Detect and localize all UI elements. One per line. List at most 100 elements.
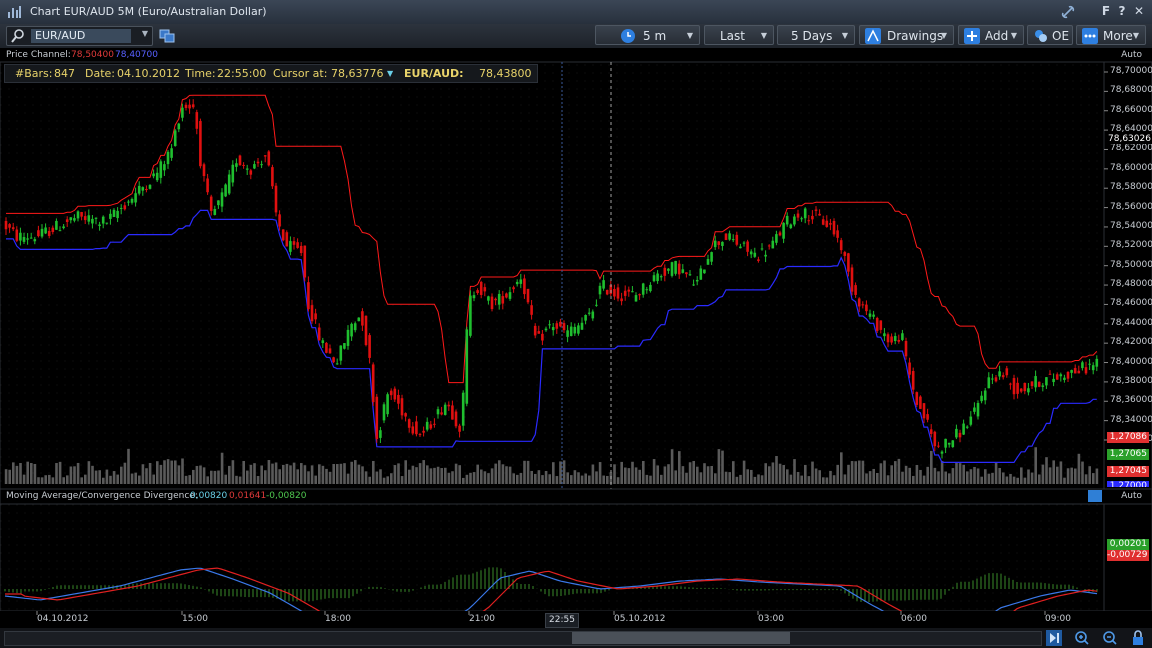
volume-bar [1056, 466, 1059, 484]
candle-body [577, 325, 580, 334]
float-button[interactable]: F [1101, 4, 1111, 18]
drawings-button[interactable]: Drawings ▼ [859, 25, 954, 45]
volume-bar [530, 470, 533, 484]
lock-icon[interactable] [1130, 630, 1146, 646]
candle-body [969, 416, 973, 425]
price-chart[interactable]: 04.10.2012 15:00 18:00 21:00 05.10.2012 03:00… [0, 48, 1152, 628]
time-tick-label: 15:00 [182, 614, 208, 624]
price-auto-scale-button[interactable]: Auto [1121, 50, 1142, 60]
time-value: 22:55:00 [217, 67, 267, 80]
volume-bar [789, 474, 793, 484]
candle-body [69, 217, 73, 221]
volume-bar [969, 469, 973, 484]
macd-auto-scale-button[interactable]: Auto [1121, 491, 1142, 501]
candle-body [278, 214, 281, 227]
candle-body [191, 104, 195, 108]
help-button[interactable]: ? [1118, 4, 1126, 18]
horizontal-scrollbar[interactable] [0, 628, 1152, 648]
candle-body [364, 315, 368, 346]
candle-body [1009, 383, 1012, 385]
candle-body [350, 323, 353, 337]
candle-body [760, 248, 764, 250]
scrollbar-track[interactable] [4, 631, 1042, 646]
volume-bar [1048, 467, 1052, 484]
candle-body [598, 285, 602, 295]
add-button[interactable]: Add ▼ [958, 25, 1024, 45]
candle-body [361, 311, 364, 326]
time-tick-label: 06:00 [901, 614, 927, 624]
volume-bar [274, 462, 278, 484]
candle-body [51, 227, 55, 233]
candle-body [134, 193, 137, 203]
symbol-selector[interactable]: EUR/AUD ▼ [6, 26, 153, 46]
price-tick-label: 78,42000 [1110, 337, 1152, 348]
candle-body [641, 283, 645, 295]
oe-button[interactable]: OE [1027, 25, 1073, 45]
volume-bar [728, 472, 731, 484]
zoom-out-icon[interactable] [1102, 630, 1118, 646]
volume-bar [393, 465, 397, 484]
volume-bar [1041, 464, 1045, 484]
volume-bar [786, 469, 789, 484]
volume-bar [310, 465, 314, 484]
candle-body [893, 336, 897, 341]
volume-bar [170, 460, 173, 484]
candle-body [1059, 374, 1063, 377]
volume-bar [400, 476, 404, 484]
volume-bar [1002, 472, 1005, 484]
volume-bar [721, 450, 724, 484]
price-type-dropdown[interactable]: Last ▼ [704, 25, 774, 45]
candle-body [116, 210, 119, 219]
candle-body [645, 289, 649, 291]
volume-bar [696, 466, 699, 484]
candle-body [91, 218, 94, 224]
volume-bar [469, 472, 472, 484]
volume-bar [62, 477, 65, 484]
macd-collapse-button[interactable] [1088, 490, 1102, 502]
volume-bar [962, 464, 965, 484]
volume-bar [685, 472, 688, 484]
volume-bar [213, 470, 217, 484]
candle-body [991, 378, 994, 380]
volume-bar [325, 468, 328, 484]
candle-body [814, 209, 818, 211]
scrollbar-thumb[interactable] [572, 632, 790, 644]
windows-icon[interactable] [158, 27, 176, 45]
volume-bar [940, 460, 944, 484]
time-label: Time: [185, 67, 216, 80]
volume-bar [105, 469, 109, 484]
volume-bar [922, 475, 926, 484]
close-button[interactable]: ✕ [1133, 4, 1145, 18]
candle-body [699, 268, 703, 280]
scroll-end-icon[interactable] [1046, 630, 1062, 646]
more-icon [1082, 28, 1098, 44]
volume-bar [757, 474, 760, 484]
volume-bar [199, 465, 202, 484]
volume-bar [382, 477, 386, 484]
candle-body [983, 390, 987, 401]
collapse-arrow-icon[interactable]: ▼ [387, 69, 394, 78]
zoom-in-icon[interactable] [1074, 630, 1090, 646]
candle-body [796, 213, 800, 218]
candle-body [836, 230, 839, 238]
volume-bar [915, 464, 919, 484]
more-button[interactable]: More ▼ [1076, 25, 1146, 45]
candle-body [40, 228, 44, 237]
candle-body [371, 364, 375, 403]
price-tick-label: 78,44000 [1110, 317, 1152, 328]
candle-body [1005, 368, 1009, 376]
candle-body [346, 329, 350, 346]
volume-bar [976, 468, 980, 484]
range-dropdown[interactable]: 5 Days ▼ [777, 25, 855, 45]
candle-body [213, 208, 217, 215]
candle-body [872, 314, 875, 317]
volume-bar [505, 466, 508, 484]
volume-bar [429, 468, 433, 484]
candle-body [289, 241, 292, 252]
volume-bar [418, 463, 422, 484]
volume-bar [465, 474, 469, 484]
link-icon[interactable] [1061, 5, 1075, 19]
volume-bar [440, 468, 443, 484]
candle-body [227, 174, 231, 194]
interval-dropdown[interactable]: 5 m ▼ [595, 25, 700, 45]
